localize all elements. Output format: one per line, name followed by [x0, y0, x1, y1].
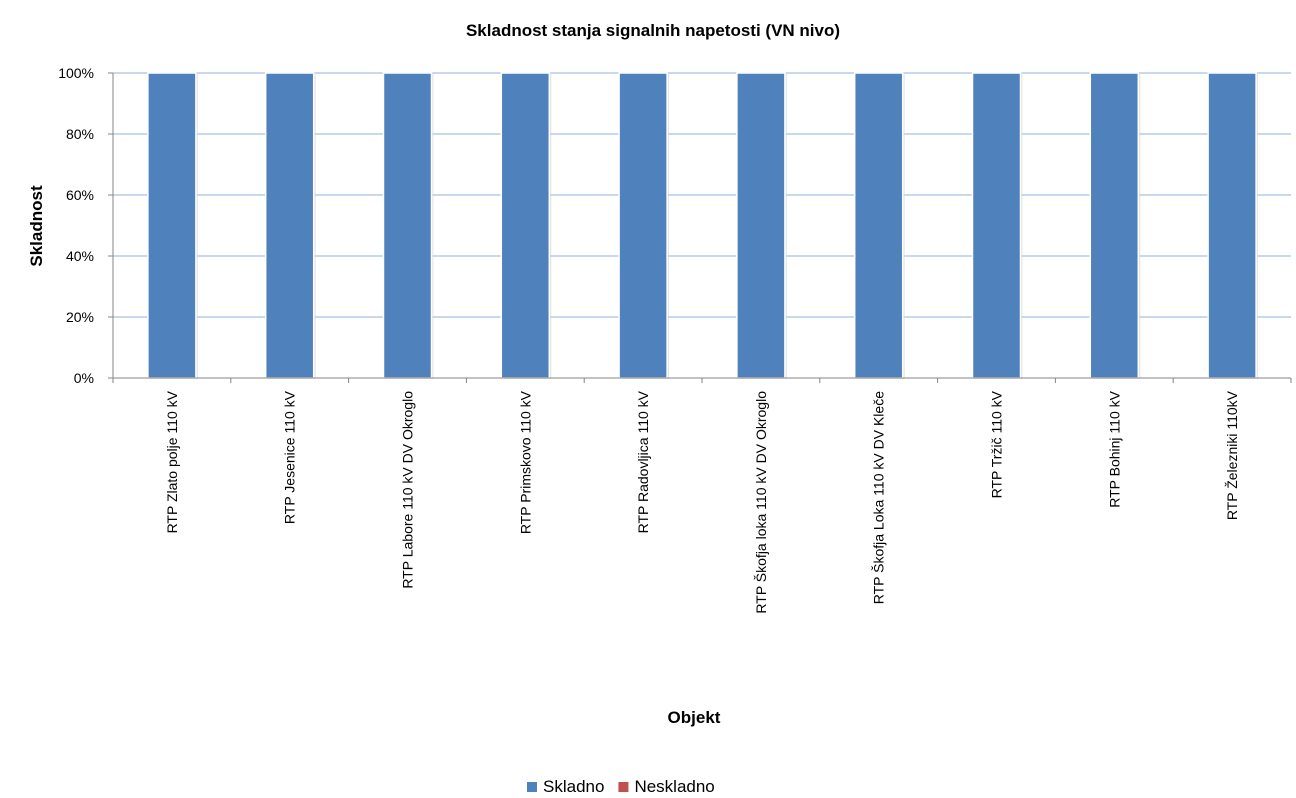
legend-label-skladno: Skladno: [543, 777, 604, 796]
y-axis-title: Skladnost: [27, 185, 46, 267]
axes: [112, 73, 1292, 383]
y-tick-label: 20%: [66, 309, 94, 325]
bar-skladno: [382, 72, 433, 379]
x-tick-label: RTP Primskovo 110 kV: [517, 390, 533, 534]
x-tick-label: RTP Železniki 110kV: [1224, 390, 1240, 520]
x-tick-label: RTP Škofja Loka 110 kV DV Kleče: [871, 391, 887, 604]
bar-skladno: [736, 72, 786, 379]
y-tick-label: 80%: [66, 126, 94, 142]
y-tick-label: 40%: [66, 248, 94, 264]
legend-label-neskladno: Neskladno: [634, 777, 714, 796]
chart-title: Skladnost stanja signalnih napetosti (VN…: [466, 21, 840, 40]
x-tick-label: RTP Zlato polje 110 kV: [164, 390, 180, 533]
x-tick-label: RTP Labore 110 kV DV Okroglo: [400, 391, 416, 589]
bar-skladno: [853, 72, 904, 379]
bar-skladno: [971, 72, 1022, 379]
bar-skladno: [147, 72, 197, 379]
x-tick-labels: RTP Zlato polje 110 kV RTP Jesenice 110 k…: [164, 390, 1240, 613]
x-tick-label: RTP Bohinj 110 kV: [1106, 390, 1122, 507]
bar-skladno: [500, 72, 551, 379]
x-tick-label: RTP Škofja loka 110 kV DV Okroglo: [753, 391, 769, 614]
y-tick-labels: 0% 20% 40% 60% 80% 100%: [58, 65, 94, 386]
y-tick-label: 0%: [74, 370, 94, 386]
bars: [147, 72, 1259, 379]
bar-skladno: [264, 72, 315, 379]
bar-skladno: [1207, 72, 1257, 379]
bar-skladno: [618, 72, 668, 379]
y-tick-label: 100%: [58, 65, 94, 81]
x-tick-label: RTP Jesenice 110 kV: [282, 390, 298, 524]
legend-swatch-skladno: [527, 782, 537, 792]
x-axis-title: Objekt: [668, 708, 721, 727]
legend: Skladno Neskladno: [527, 777, 715, 796]
bar-skladno: [1089, 72, 1140, 379]
legend-swatch-neskladno: [618, 782, 629, 792]
x-tick-label: RTP Radovljica 110 kV: [635, 390, 651, 533]
x-tick-label: RTP Tržič 110 kV: [989, 390, 1005, 498]
y-tick-label: 60%: [66, 187, 94, 203]
